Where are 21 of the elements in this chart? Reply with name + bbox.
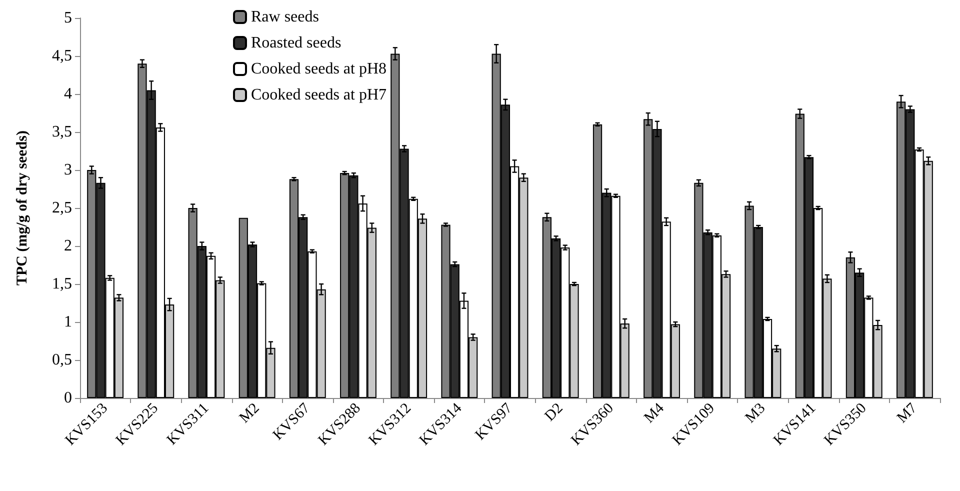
y-tick-label: 4,5	[52, 48, 72, 64]
y-tick-label: 3,5	[52, 124, 72, 140]
y-tick-label: 1,5	[52, 276, 72, 292]
x-tick-label: M2	[236, 400, 263, 426]
y-tick-label: 1	[64, 314, 72, 330]
y-tick-label: 0,5	[52, 352, 72, 368]
legend-label: Roasted seeds	[251, 34, 342, 52]
y-tick-label: 0	[64, 390, 72, 406]
legend-label: Cooked seeds at pH7	[251, 86, 387, 104]
y-tick-label: 2,5	[52, 200, 72, 216]
x-tick-label: D2	[542, 400, 566, 425]
x-tick-label: M7	[894, 400, 921, 426]
legend-label: Cooked seeds at pH8	[251, 60, 387, 78]
y-tick-label: 2	[64, 238, 72, 254]
x-tick-label: M3	[742, 400, 769, 426]
y-tick-label: 5	[64, 10, 72, 26]
legend-label: Raw seeds	[251, 8, 319, 26]
y-axis-title: TPC (mg/g of dry seeds)	[14, 130, 30, 286]
y-tick-label: 3	[64, 162, 72, 178]
x-tick-label: M4	[641, 400, 668, 426]
y-tick-label: 4	[64, 86, 72, 102]
